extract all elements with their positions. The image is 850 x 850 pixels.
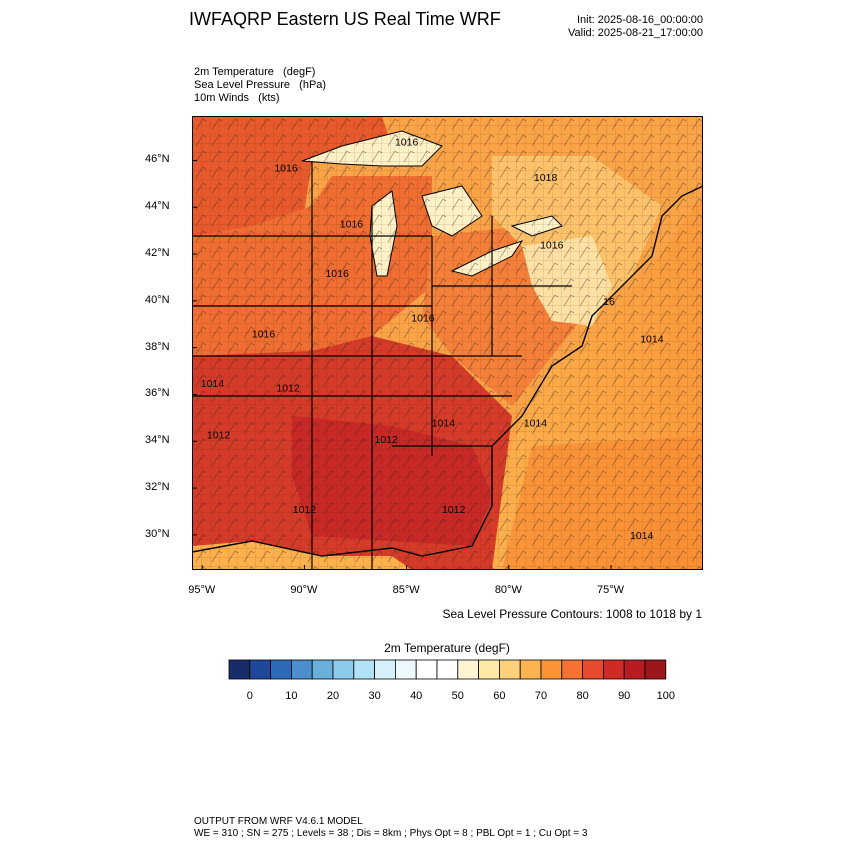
temperature-map: 1016 1016 1018 1016 1016 1016 1016 1016 16 1014 10… bbox=[192, 116, 703, 570]
pressure-label: 1016 bbox=[252, 329, 276, 341]
latitude-label: 30°N bbox=[145, 527, 170, 540]
pressure-label: 1016 bbox=[325, 268, 349, 280]
colorbar-swatch bbox=[623, 659, 646, 680]
colorbar-label: 70 bbox=[534, 690, 548, 702]
pressure-contour-labels: 1016 1016 1018 1016 1016 1016 1016 1016 16 1014 10… bbox=[201, 137, 664, 542]
colorbar-label: 0 bbox=[246, 690, 253, 702]
pressure-label: 1016 bbox=[274, 162, 298, 174]
colorbar-label: 20 bbox=[326, 690, 340, 702]
contour-note: Sea Level Pressure Contours: 1008 to 101… bbox=[442, 607, 703, 621]
footer-model-line: OUTPUT FROM WRF V4.6.1 MODEL bbox=[194, 816, 363, 827]
colorbar-label: 90 bbox=[618, 690, 631, 702]
colorbar-swatch bbox=[270, 659, 292, 680]
pressure-label: 1012 bbox=[276, 382, 300, 394]
colorbar-swatch bbox=[311, 659, 334, 680]
footer-config-line: WE = 310 ; SN = 275 ; Levels = 38 ; Dis … bbox=[194, 828, 588, 839]
latitude-label: 46°N bbox=[145, 153, 170, 166]
time-info: Init: 2025-08-16_00:00:00 Valid: 2025-08… bbox=[520, 14, 703, 40]
colorbar-label: 10 bbox=[285, 690, 298, 702]
colorbar-swatch bbox=[582, 659, 604, 680]
colorbar-swatch bbox=[478, 659, 500, 680]
longitude-label: 85°W bbox=[392, 584, 420, 596]
variable-pressure: Sea Level Pressure (hPa) bbox=[194, 79, 327, 91]
pressure-label: 1014 bbox=[432, 418, 456, 430]
colorbar-swatch bbox=[519, 659, 542, 680]
pressure-label: 1014 bbox=[640, 333, 664, 345]
longitude-label: 75°W bbox=[597, 584, 625, 596]
latitude-label: 36°N bbox=[145, 387, 170, 400]
colorbar-label: 30 bbox=[368, 690, 381, 702]
pressure-label: 1018 bbox=[534, 172, 558, 184]
variable-list: 2m Temperature (degF) Sea Level Pressure… bbox=[194, 66, 326, 105]
longitude-label: 95°W bbox=[188, 584, 216, 596]
colorbar-swatch bbox=[332, 659, 355, 680]
colorbar-swatch bbox=[498, 659, 521, 680]
pressure-label: 1016 bbox=[411, 312, 435, 324]
colorbar-swatch bbox=[353, 659, 376, 680]
colorbar-label: 80 bbox=[576, 690, 589, 702]
valid-time: Valid: 2025-08-21_17:00:00 bbox=[568, 27, 703, 39]
colorbar-swatch bbox=[457, 659, 480, 680]
map-frame bbox=[192, 116, 703, 570]
colorbar-swatch bbox=[249, 659, 271, 680]
colorbar-swatch bbox=[561, 659, 583, 680]
state-borders bbox=[192, 161, 572, 570]
pressure-label: 1012 bbox=[375, 434, 399, 446]
latitude-label: 42°N bbox=[145, 247, 170, 260]
pressure-label: 1014 bbox=[201, 378, 225, 390]
latitude-label: 44°N bbox=[145, 200, 170, 213]
colorbar-swatch bbox=[228, 659, 251, 680]
colorbar-label: 60 bbox=[493, 690, 506, 702]
pressure-label: 1012 bbox=[207, 429, 231, 441]
coastline bbox=[192, 185, 703, 557]
colorbar-swatch bbox=[291, 659, 313, 680]
pressure-label: 1012 bbox=[442, 504, 466, 516]
longitude-label: 80°W bbox=[494, 584, 522, 596]
colorbar-swatch bbox=[374, 659, 396, 680]
colorbar-swatch bbox=[644, 659, 667, 680]
latitude-label: 32°N bbox=[145, 481, 170, 494]
pressure-label: 1016 bbox=[395, 137, 419, 149]
longitude-label: 90°W bbox=[290, 584, 318, 596]
colorbar-swatch bbox=[436, 659, 459, 680]
pressure-label: 1012 bbox=[293, 504, 317, 516]
colorbar-swatch bbox=[540, 659, 563, 680]
latitude-label: 38°N bbox=[145, 340, 170, 353]
latitude-label: 34°N bbox=[145, 434, 170, 447]
colorbar-swatch bbox=[602, 659, 625, 680]
colorbar-label: 100 bbox=[656, 690, 675, 702]
latitude-label: 40°N bbox=[145, 293, 170, 306]
variable-winds: 10m Winds (kts) bbox=[194, 92, 280, 104]
model-footer: OUTPUT FROM WRF V4.6.1 MODEL WE = 310 ; … bbox=[194, 816, 587, 840]
colorbar-label: 40 bbox=[410, 690, 423, 702]
pressure-label: 1014 bbox=[630, 530, 654, 542]
pressure-label: 1014 bbox=[524, 418, 548, 430]
temperature-colorbar bbox=[228, 659, 667, 680]
pressure-label: 1016 bbox=[540, 240, 564, 252]
init-time: Init: 2025-08-16_00:00:00 bbox=[577, 14, 703, 26]
wind-barbs bbox=[192, 116, 703, 570]
colorbar-swatch bbox=[394, 659, 417, 680]
pressure-label: 16 bbox=[603, 296, 615, 308]
colorbar-swatch bbox=[415, 659, 438, 680]
variable-temperature: 2m Temperature (degF) bbox=[194, 66, 316, 78]
colorbar-title: 2m Temperature (degF) bbox=[384, 641, 510, 655]
pressure-label: 1016 bbox=[340, 219, 364, 231]
map-title: IWFAQRP Eastern US Real Time WRF bbox=[189, 9, 501, 29]
colorbar-label: 50 bbox=[451, 690, 464, 702]
